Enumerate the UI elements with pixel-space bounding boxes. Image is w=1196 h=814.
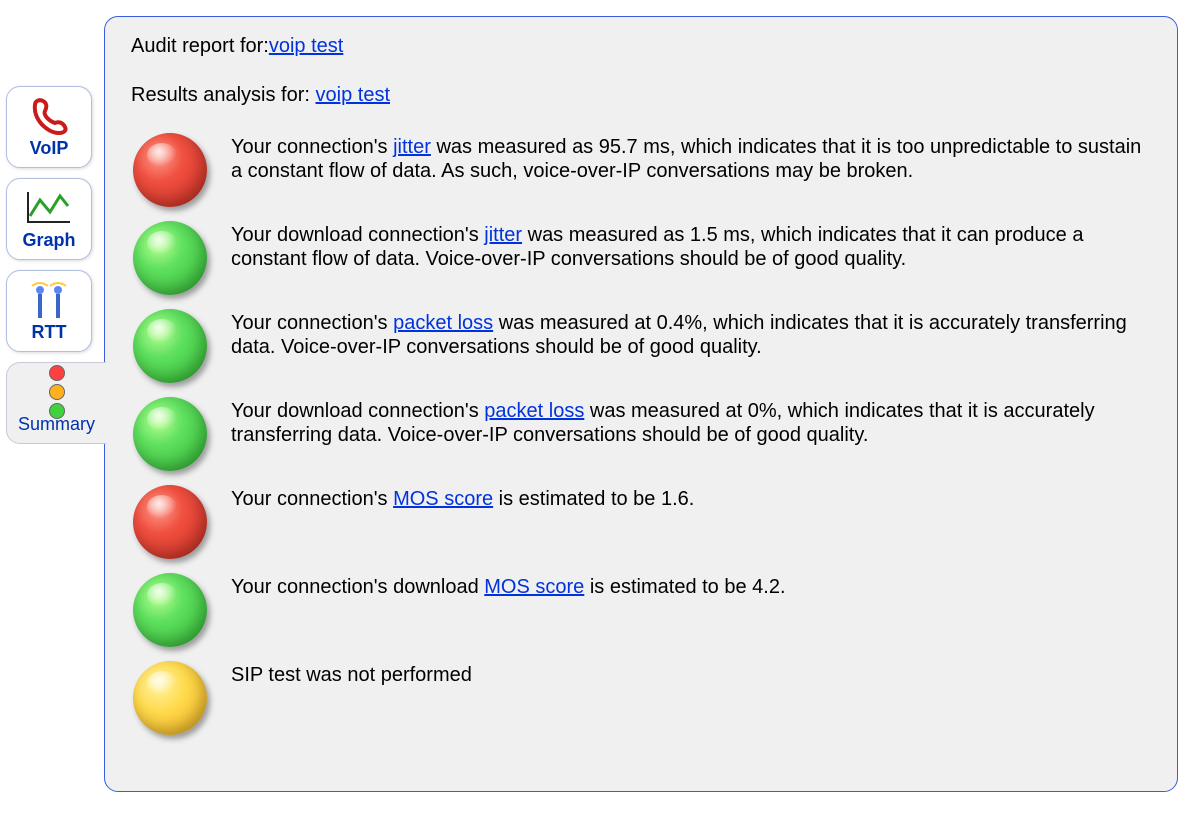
status-indicator-green [133,573,207,647]
result-text-link[interactable]: jitter [484,224,522,246]
result-row: Your connection's MOS score is estimated… [131,485,1153,571]
result-text: Your connection's download MOS score is … [231,573,786,599]
result-text-link[interactable]: packet loss [393,312,493,334]
tab-graph-label: Graph [22,230,75,251]
result-text-pre: Your download connection's [231,400,484,422]
results-header-link[interactable]: voip test [316,84,390,106]
traffic-light-icon [49,372,65,412]
tab-rtt[interactable]: RTT [6,270,92,352]
result-text: SIP test was not performed [231,661,472,687]
result-row: Your download connection's packet loss w… [131,397,1153,483]
tab-voip-label: VoIP [30,138,69,159]
phone-icon [29,96,69,136]
status-indicator-green [133,221,207,295]
status-indicator-green [133,397,207,471]
result-text: Your download connection's jitter was me… [231,221,1153,272]
result-text: Your connection's MOS score is estimated… [231,485,694,511]
audit-header-link[interactable]: voip test [269,35,343,57]
tab-rtt-label: RTT [32,322,67,343]
result-row: Your connection's packet loss was measur… [131,309,1153,395]
result-text-pre: Your connection's download [231,576,484,598]
status-indicator-green [133,309,207,383]
tab-summary-label: Summary [18,414,95,435]
result-text-pre: Your download connection's [231,224,484,246]
tab-graph[interactable]: Graph [6,178,92,260]
result-text-post: is estimated to be 4.2. [584,576,785,598]
tab-voip[interactable]: VoIP [6,86,92,168]
result-text-link[interactable]: MOS score [484,576,584,598]
result-text: Your connection's packet loss was measur… [231,309,1153,360]
status-indicator-yellow [133,661,207,735]
result-row: Your connection's jitter was measured as… [131,133,1153,219]
antenna-icon [28,280,70,320]
status-indicator-red [133,133,207,207]
result-text-link[interactable]: packet loss [484,400,584,422]
result-text-pre: Your connection's [231,312,393,334]
tab-strip: VoIP Graph RTT [6,86,96,454]
result-row: Your connection's download MOS score is … [131,573,1153,659]
results-header-prefix: Results analysis for: [131,84,316,106]
tab-summary[interactable]: Summary [6,362,106,444]
result-row: SIP test was not performed [131,661,1153,747]
results-header: Results analysis for: voip test [131,84,1153,107]
result-text-link[interactable]: MOS score [393,488,493,510]
audit-header: Audit report for:voip test [131,35,1153,58]
summary-panel: Audit report for:voip test Results analy… [104,16,1178,792]
result-text-post: is estimated to be 1.6. [493,488,694,510]
result-text: Your connection's jitter was measured as… [231,133,1153,184]
results-list: Your connection's jitter was measured as… [131,133,1153,747]
result-row: Your download connection's jitter was me… [131,221,1153,307]
line-chart-icon [26,188,72,228]
result-text-pre: SIP test was not performed [231,664,472,686]
result-text: Your download connection's packet loss w… [231,397,1153,448]
audit-header-prefix: Audit report for: [131,35,269,57]
result-text-pre: Your connection's [231,488,393,510]
result-text-pre: Your connection's [231,136,393,158]
result-text-link[interactable]: jitter [393,136,431,158]
status-indicator-red [133,485,207,559]
